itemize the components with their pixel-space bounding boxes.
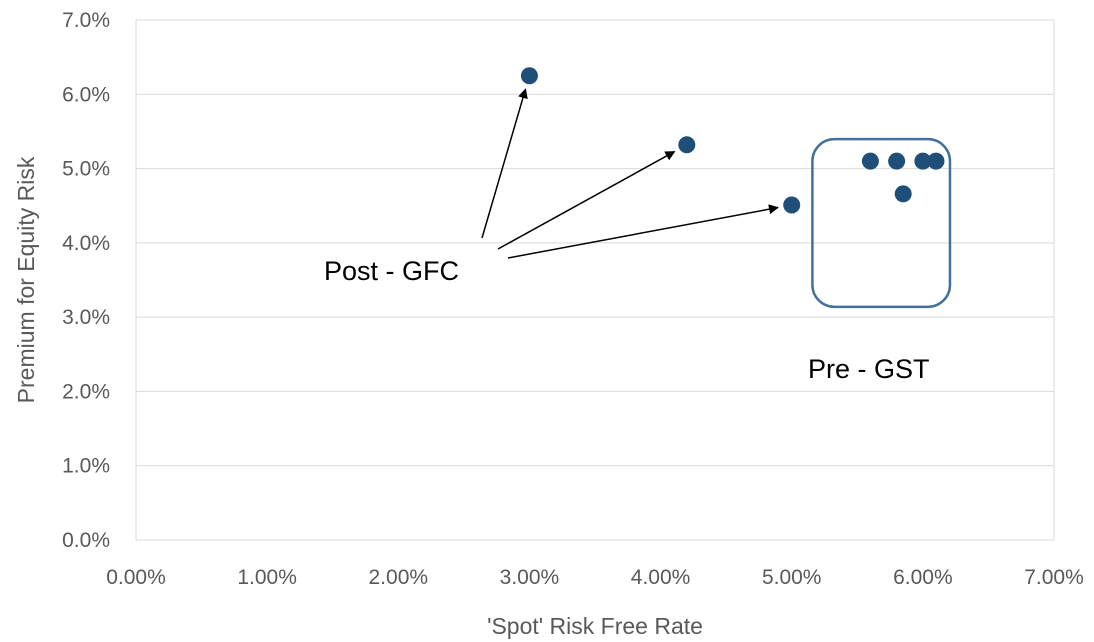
data-point bbox=[520, 67, 538, 85]
y-tick-label: 3.0% bbox=[62, 306, 110, 329]
data-point bbox=[861, 152, 879, 170]
pre-gst-highlight-box bbox=[811, 137, 952, 309]
y-tick-label: 0.0% bbox=[62, 529, 110, 552]
x-tick-label: 3.00% bbox=[500, 566, 560, 589]
x-tick-label: 0.00% bbox=[106, 566, 166, 589]
x-tick-label: 1.00% bbox=[237, 566, 297, 589]
plot-area bbox=[135, 19, 1055, 541]
data-point bbox=[678, 136, 696, 154]
y-tick-label: 7.0% bbox=[62, 9, 110, 32]
post-gfc-label: Post - GFC bbox=[324, 256, 459, 286]
data-point bbox=[914, 152, 932, 170]
y-tick-label: 2.0% bbox=[62, 380, 110, 403]
annotation-arrow bbox=[497, 150, 676, 250]
x-tick-label: 4.00% bbox=[631, 566, 691, 589]
y-tick-label: 6.0% bbox=[62, 83, 110, 106]
data-point bbox=[783, 196, 801, 214]
x-axis-title: 'Spot' Risk Free Rate bbox=[487, 613, 703, 639]
data-point bbox=[927, 152, 945, 170]
x-tick-label: 6.00% bbox=[893, 566, 953, 589]
annotation-arrow bbox=[507, 204, 779, 259]
data-point bbox=[888, 152, 906, 170]
pre-gst-label: Pre - GST bbox=[808, 354, 930, 384]
x-tick-label: 5.00% bbox=[762, 566, 822, 589]
y-tick-label: 1.0% bbox=[62, 455, 110, 478]
y-axis-title: Premium for Equity Risk bbox=[13, 156, 39, 403]
x-tick-label: 7.00% bbox=[1024, 566, 1084, 589]
data-points bbox=[520, 67, 945, 214]
x-tick-labels: 0.00% 1.00% 2.00% 3.00% 4.00% 5.00% 6.00% 7.00% bbox=[106, 566, 1084, 589]
x-tick-label: 2.00% bbox=[369, 566, 429, 589]
y-tick-labels: 0.0% 1.0% 2.0% 3.0% 4.0% 5.0% 6.0% 7.0% bbox=[62, 9, 110, 552]
gridlines bbox=[136, 19, 1054, 541]
y-tick-label: 4.0% bbox=[62, 232, 110, 255]
y-tick-label: 5.0% bbox=[62, 158, 110, 181]
data-point bbox=[894, 185, 912, 203]
annotation-arrows bbox=[481, 88, 779, 259]
annotation-arrow bbox=[481, 88, 528, 239]
